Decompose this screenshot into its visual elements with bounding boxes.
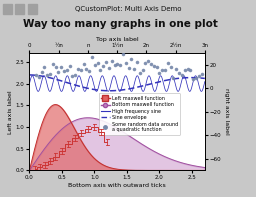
Point bbox=[124, 61, 128, 64]
Point bbox=[101, 64, 105, 67]
Point bbox=[183, 68, 187, 72]
Point bbox=[188, 69, 192, 72]
Point bbox=[143, 62, 147, 65]
Point bbox=[76, 67, 80, 70]
Point bbox=[138, 71, 142, 74]
X-axis label: Bottom axis with outward ticks: Bottom axis with outward ticks bbox=[68, 183, 166, 188]
Point bbox=[141, 69, 145, 72]
Bar bbox=[15, 4, 24, 14]
Point bbox=[90, 56, 94, 59]
Point bbox=[174, 67, 178, 70]
Point bbox=[99, 68, 103, 72]
Point bbox=[132, 67, 136, 71]
Point bbox=[110, 59, 114, 62]
Point bbox=[155, 66, 159, 69]
Point bbox=[191, 78, 195, 81]
Point bbox=[115, 62, 119, 66]
Point bbox=[93, 63, 97, 66]
Point bbox=[96, 61, 100, 65]
Y-axis label: Left axis label: Left axis label bbox=[8, 90, 13, 134]
Point bbox=[104, 61, 108, 64]
Point bbox=[163, 68, 167, 71]
Point bbox=[180, 73, 184, 77]
Point bbox=[126, 66, 131, 69]
Point bbox=[65, 69, 69, 72]
Point bbox=[166, 62, 170, 65]
Point bbox=[177, 71, 181, 74]
Point bbox=[129, 58, 133, 61]
Point bbox=[39, 71, 44, 74]
Legend: Left maxwell function, Bottom maxwell function, High frequency sine, Sine envelo: Left maxwell function, Bottom maxwell fu… bbox=[99, 93, 180, 135]
Point bbox=[54, 66, 58, 69]
Point bbox=[194, 76, 198, 79]
Point bbox=[51, 63, 55, 66]
Point bbox=[121, 52, 125, 56]
Point bbox=[59, 65, 63, 69]
Point bbox=[152, 65, 156, 68]
Point bbox=[82, 62, 86, 65]
Point bbox=[149, 63, 153, 66]
Point bbox=[45, 73, 49, 76]
Point bbox=[157, 72, 162, 75]
Point bbox=[112, 64, 116, 67]
Point bbox=[34, 73, 38, 76]
Point bbox=[169, 66, 173, 69]
Point bbox=[135, 61, 139, 64]
Point bbox=[107, 67, 111, 70]
Point bbox=[79, 69, 83, 72]
Text: QCustomPlot: Multi Axis Demo: QCustomPlot: Multi Axis Demo bbox=[75, 6, 181, 12]
Point bbox=[42, 66, 46, 69]
Point bbox=[68, 65, 72, 68]
Point bbox=[48, 72, 52, 75]
Point bbox=[160, 69, 164, 72]
Bar bbox=[3, 4, 12, 14]
Point bbox=[172, 76, 176, 79]
Bar bbox=[28, 4, 37, 14]
Point bbox=[185, 67, 189, 70]
Point bbox=[118, 64, 122, 67]
Point bbox=[84, 67, 89, 71]
Point bbox=[197, 74, 201, 77]
Y-axis label: right axis label: right axis label bbox=[224, 88, 229, 135]
Point bbox=[70, 74, 74, 78]
Text: Way too many graphs in one plot: Way too many graphs in one plot bbox=[23, 19, 218, 29]
Point bbox=[87, 69, 91, 72]
Point bbox=[62, 69, 66, 72]
Point bbox=[199, 72, 204, 75]
Point bbox=[73, 73, 77, 76]
Point bbox=[146, 60, 150, 63]
Point bbox=[56, 71, 60, 74]
X-axis label: Top axis label: Top axis label bbox=[96, 37, 138, 42]
Point bbox=[37, 75, 41, 78]
